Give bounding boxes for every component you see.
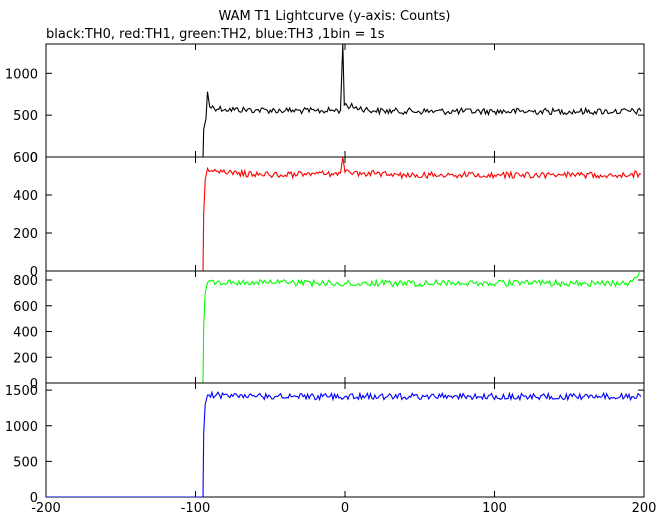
y-tick-label: 200 [13, 227, 38, 242]
panel-frame-th3 [45, 382, 645, 498]
series-line-th3 [46, 390, 642, 497]
y-tick-label: 0 [30, 491, 38, 506]
panel-frame-th2 [45, 270, 645, 384]
y-tick-label: 800 [13, 274, 38, 289]
y-tick-label: 400 [13, 189, 38, 204]
y-tick-label: 0 [30, 265, 38, 280]
x-tick-label: 0 [341, 501, 349, 515]
y-tick-label: 1000 [5, 420, 38, 435]
x-tick-label: 100 [482, 501, 507, 515]
y-tick-label: 500 [13, 109, 38, 124]
y-tick-label: 1000 [5, 67, 38, 82]
chart-title: WAM T1 Lightcurve (y-axis: Counts) [218, 9, 451, 24]
y-tick-label: 0 [30, 151, 38, 166]
y-tick-label: 1500 [5, 384, 38, 399]
y-tick-label: 400 [13, 326, 38, 341]
x-tick-label: 200 [632, 501, 657, 515]
y-tick-label: 200 [13, 351, 38, 366]
x-tick-label: -200 [31, 501, 61, 515]
panel-frame-th0 [45, 43, 645, 158]
series-line-th0 [46, 44, 642, 157]
y-tick-label: 0 [30, 377, 38, 392]
panel-frame-th1 [45, 156, 645, 272]
series-line-th2 [46, 272, 641, 383]
chart-subtitle: black:TH0, red:TH1, green:TH2, blue:TH3 … [46, 27, 385, 42]
y-tick-label: 600 [13, 151, 38, 166]
y-tick-label: 500 [13, 455, 38, 470]
series-line-th1 [46, 157, 642, 271]
y-tick-label: 600 [13, 300, 38, 315]
x-tick-label: -100 [181, 501, 211, 515]
